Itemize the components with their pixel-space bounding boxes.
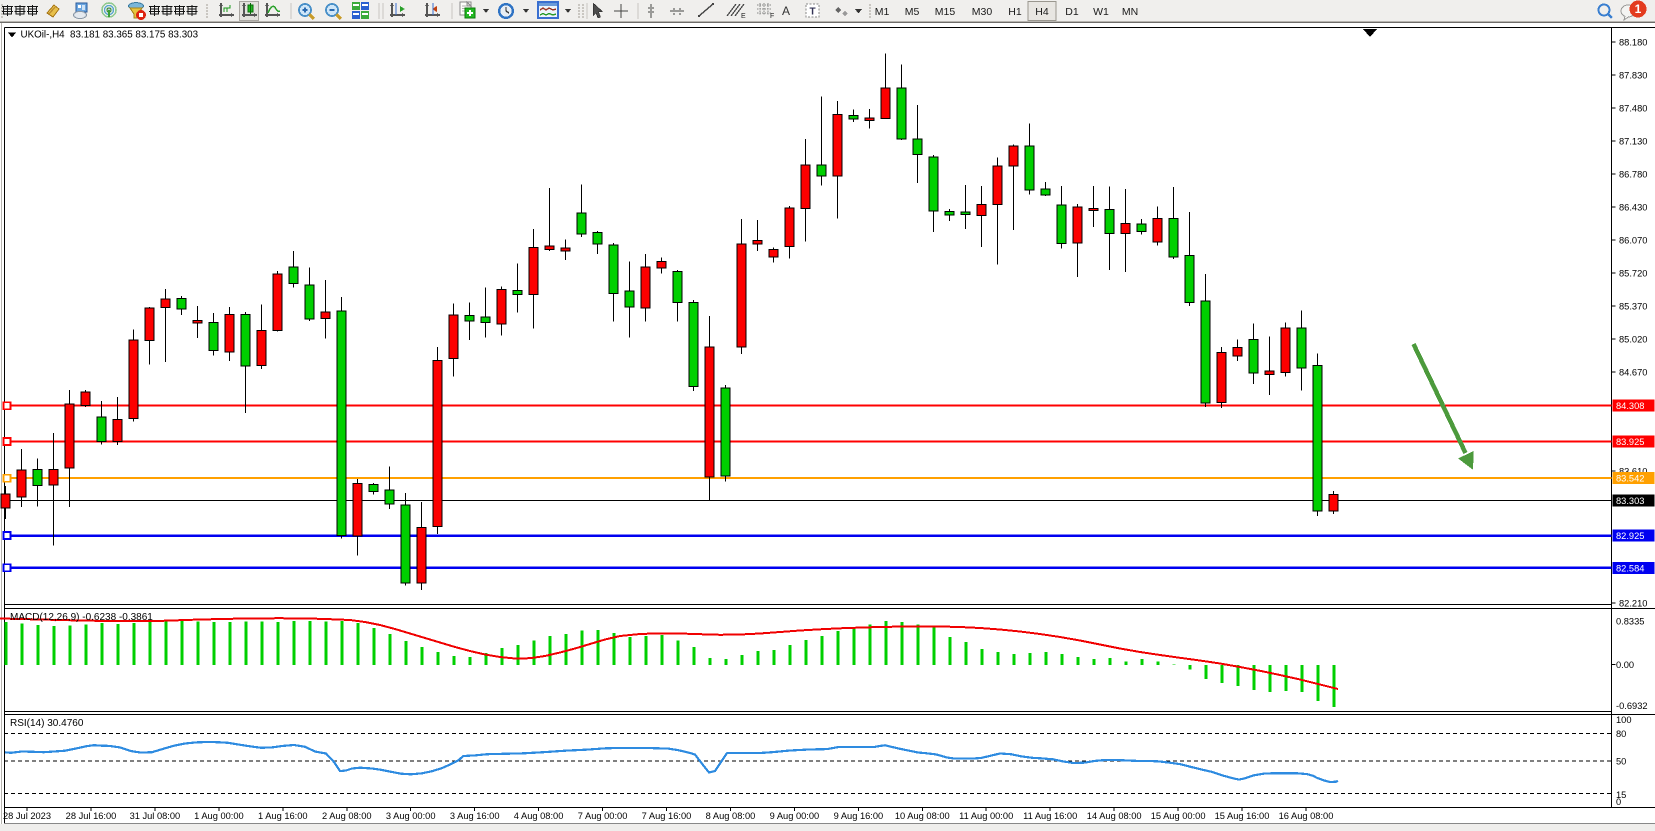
- svg-text:9 Aug 16:00: 9 Aug 16:00: [834, 811, 884, 821]
- svg-text:F: F: [770, 13, 774, 20]
- svg-text:50: 50: [1616, 757, 1626, 767]
- svg-text:84.308: 84.308: [1616, 401, 1644, 411]
- svg-text:31 Jul 08:00: 31 Jul 08:00: [130, 811, 181, 821]
- svg-text:0: 0: [1616, 797, 1621, 807]
- svg-text:84.670: 84.670: [1619, 368, 1647, 378]
- svg-text:A: A: [782, 4, 790, 18]
- svg-text:83.925: 83.925: [1616, 437, 1644, 447]
- svg-text:M1: M1: [875, 6, 890, 18]
- svg-text:100: 100: [1616, 715, 1632, 725]
- svg-text:0.00: 0.00: [1616, 660, 1634, 670]
- svg-text:14 Aug 08:00: 14 Aug 08:00: [1087, 811, 1142, 821]
- svg-text:82.210: 82.210: [1619, 599, 1647, 609]
- svg-text:3 Aug 00:00: 3 Aug 00:00: [386, 811, 436, 821]
- svg-text:RSI(14) 30.4760: RSI(14) 30.4760: [10, 718, 84, 729]
- svg-text:D1: D1: [1065, 6, 1079, 18]
- svg-text:9 Aug 00:00: 9 Aug 00:00: [770, 811, 820, 821]
- svg-text:T: T: [810, 7, 816, 18]
- svg-text:-0.6932: -0.6932: [1616, 701, 1648, 711]
- svg-text:85.370: 85.370: [1619, 302, 1647, 312]
- svg-text:85.020: 85.020: [1619, 335, 1647, 345]
- svg-text:H1: H1: [1008, 6, 1022, 18]
- svg-text:83.610: 83.610: [1619, 467, 1647, 477]
- svg-text:80: 80: [1616, 729, 1626, 739]
- svg-text:W1: W1: [1093, 6, 1109, 18]
- svg-text:15 Aug 16:00: 15 Aug 16:00: [1215, 811, 1270, 821]
- svg-text:8 Aug 08:00: 8 Aug 08:00: [706, 811, 756, 821]
- svg-text:82.584: 82.584: [1616, 563, 1644, 573]
- svg-text:88.180: 88.180: [1619, 38, 1647, 48]
- svg-text:M30: M30: [972, 6, 993, 18]
- svg-text:1 Aug 16:00: 1 Aug 16:00: [258, 811, 308, 821]
- svg-text:85.720: 85.720: [1619, 269, 1647, 279]
- svg-text:83.303: 83.303: [1616, 496, 1644, 506]
- svg-text:E: E: [741, 13, 746, 20]
- svg-text:86.780: 86.780: [1619, 170, 1647, 180]
- svg-text:28 Jul 16:00: 28 Jul 16:00: [66, 811, 117, 821]
- svg-text:87.830: 87.830: [1619, 71, 1647, 81]
- svg-text:82.925: 82.925: [1616, 531, 1644, 541]
- svg-text:16 Aug 08:00: 16 Aug 08:00: [1279, 811, 1334, 821]
- svg-text:1 Aug 00:00: 1 Aug 00:00: [194, 811, 244, 821]
- svg-text:UKOil-,H4 83.181 83.365 83.17: UKOil-,H4 83.181 83.365 83.175 83.303: [21, 30, 199, 41]
- svg-text:M15: M15: [935, 6, 956, 18]
- svg-text:7 Aug 16:00: 7 Aug 16:00: [642, 811, 692, 821]
- svg-text:1: 1: [1635, 2, 1642, 16]
- svg-text:MACD(12,26,9) -0.6238 -0.3861: MACD(12,26,9) -0.6238 -0.3861: [10, 612, 153, 623]
- svg-text:87.480: 87.480: [1619, 104, 1647, 114]
- svg-text:15: 15: [1616, 790, 1626, 800]
- svg-text:83.542: 83.542: [1616, 474, 1644, 484]
- svg-text:2 Aug 08:00: 2 Aug 08:00: [322, 811, 372, 821]
- svg-text:H4: H4: [1035, 6, 1049, 18]
- svg-text:87.130: 87.130: [1619, 137, 1647, 147]
- svg-text:86.430: 86.430: [1619, 203, 1647, 213]
- svg-text:11 Aug 00:00: 11 Aug 00:00: [959, 811, 1013, 821]
- svg-text:86.070: 86.070: [1619, 236, 1647, 246]
- svg-text:11 Aug 16:00: 11 Aug 16:00: [1023, 811, 1077, 821]
- svg-text:4 Aug 08:00: 4 Aug 08:00: [514, 811, 564, 821]
- svg-text:28 Jul 2023: 28 Jul 2023: [3, 811, 51, 821]
- svg-text:3 Aug 16:00: 3 Aug 16:00: [450, 811, 500, 821]
- svg-text:15 Aug 00:00: 15 Aug 00:00: [1151, 811, 1206, 821]
- svg-text:10 Aug 08:00: 10 Aug 08:00: [895, 811, 950, 821]
- svg-text:7 Aug 00:00: 7 Aug 00:00: [578, 811, 628, 821]
- svg-text:0.8335: 0.8335: [1616, 617, 1644, 627]
- svg-text:MN: MN: [1122, 6, 1138, 18]
- svg-text:M5: M5: [905, 6, 920, 18]
